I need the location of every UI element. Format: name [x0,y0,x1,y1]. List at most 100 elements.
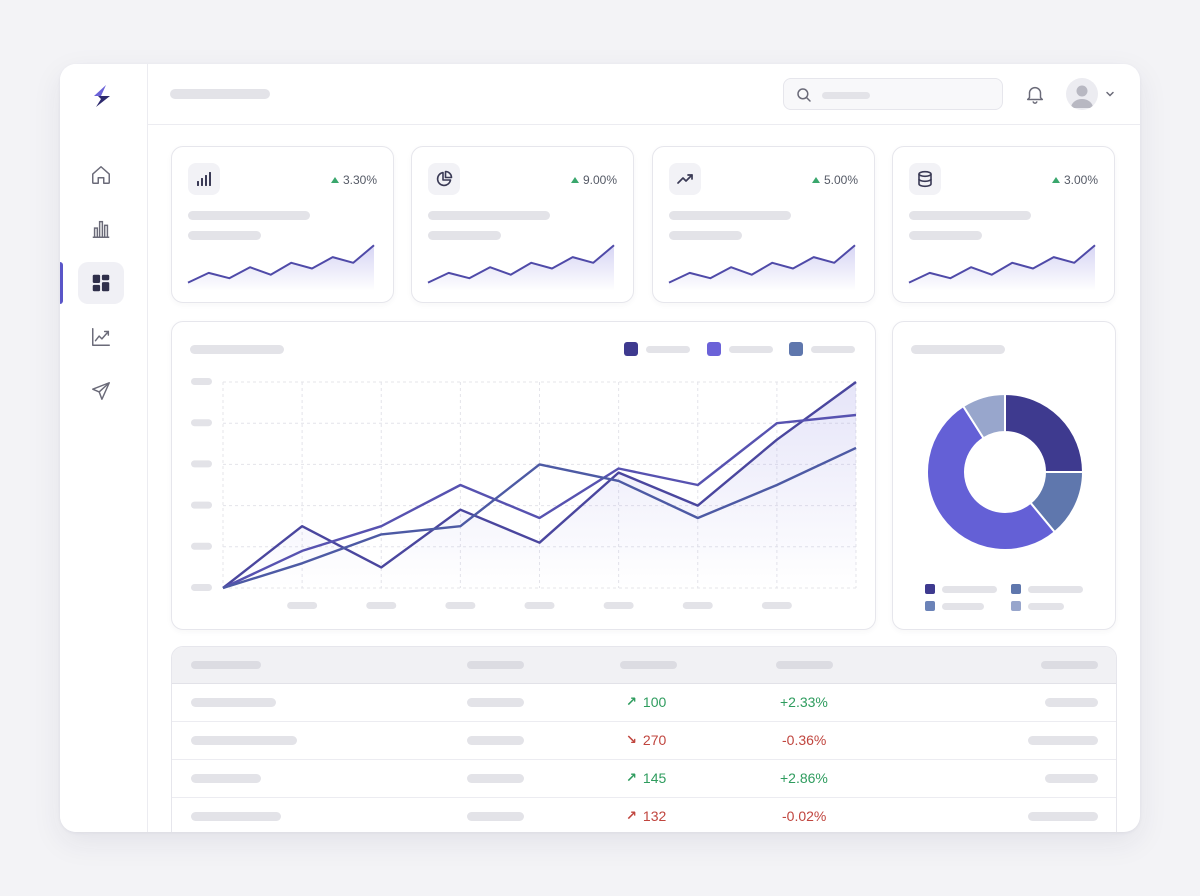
column-header-placeholder[interactable] [467,661,524,669]
row-value: ↗ 145 [626,770,666,786]
sidebar-item-send[interactable] [78,370,124,412]
series-line [222,446,857,590]
y-tick-placeholder [191,501,212,509]
column-header-placeholder[interactable] [620,661,677,669]
sidebar-item-dashboard[interactable] [78,262,124,304]
stat-card[interactable]: 5.00% [652,146,875,303]
legend-label-placeholder [729,345,773,353]
pie-chart-icon [436,170,453,187]
stat-icon-wrap [428,163,460,195]
home-icon [92,166,110,184]
legend-swatch [925,601,935,611]
stat-label-placeholder [669,211,791,220]
cell-placeholder [1045,774,1098,783]
cell-placeholder [467,812,524,821]
table-row[interactable]: ↘ 270 -0.36% [172,722,1116,760]
sparkline-area [909,245,1095,291]
row-value: ↘ 270 [626,732,666,748]
cell-placeholder [191,736,297,745]
x-tick-placeholder [524,602,555,609]
sidebar-item-trends[interactable] [78,316,124,358]
chevron-down-icon[interactable] [1104,88,1116,100]
x-tick-placeholder [682,602,713,609]
sidebar-item-home[interactable] [78,154,124,196]
row-value: ↗ 132 [626,808,666,824]
sparkline [908,244,1096,291]
y-tick-placeholder [191,460,212,468]
stat-sublabel-placeholder [188,231,261,240]
cell-placeholder [467,774,524,783]
trending-up-icon [677,174,693,184]
donut-legend-item [925,584,997,594]
stat-change: 3.00% [1051,173,1098,187]
column-header-placeholder[interactable] [1041,661,1098,669]
series-line [222,413,857,590]
search-input[interactable] [820,84,990,104]
logo-icon[interactable] [88,82,116,110]
donut-slice [1004,392,1085,473]
stat-change-value: 5.00% [823,173,858,187]
stat-label-placeholder [188,211,310,220]
stat-change: 3.30% [330,173,377,187]
chart-legend-item[interactable] [624,342,690,356]
stat-card[interactable]: 3.30% [171,146,394,303]
x-tick-placeholder [287,602,318,609]
stat-card[interactable]: 9.00% [411,146,634,303]
sparkline-line [908,244,1096,284]
legend-label-placeholder [942,585,997,593]
page-title-placeholder [170,89,270,99]
up-arrow-icon [1051,177,1060,183]
stat-label-placeholder [909,211,1031,220]
y-tick-placeholder [191,419,212,427]
top-header [148,64,1140,125]
arrow-up-right-icon: ↗ [626,808,637,823]
row-value-text: 145 [642,770,667,786]
signal-bars-icon [197,172,211,186]
series-line [222,381,857,589]
stat-card[interactable]: 3.00% [892,146,1115,303]
stat-sublabel-placeholder [428,231,501,240]
stat-change-value: 9.00% [582,173,617,187]
dashboard-window: 3.30% 9.00% 5.00% [60,64,1140,832]
stat-icon-wrap [669,163,701,195]
y-tick-placeholder [191,584,212,591]
stat-change-value: 3.30% [342,173,377,187]
table-header [172,647,1116,684]
column-header-placeholder[interactable] [776,661,833,669]
stat-sublabel-placeholder [669,231,742,240]
donut-slice [926,404,1057,551]
sparkline [427,244,615,291]
bar-chart-icon [92,220,110,238]
table-row[interactable]: ↗ 100 +2.33% [172,684,1116,722]
y-tick-placeholder [191,542,212,550]
active-nav-indicator [60,262,63,304]
bell-icon[interactable] [1024,83,1046,105]
sparkline-area [669,245,855,291]
column-header-placeholder[interactable] [191,661,261,669]
legend-label-placeholder [1028,602,1064,610]
row-value-text: 132 [642,808,667,824]
table-row[interactable]: ↗ 132 -0.02% [172,798,1116,832]
avatar[interactable] [1066,78,1098,110]
sidebar-item-analytics[interactable] [78,208,124,250]
series-area [223,382,856,588]
table-row[interactable]: ↗ 145 +2.86% [172,760,1116,798]
arrow-up-right-icon: ↗ [626,770,637,785]
sparkline-area [188,245,374,291]
data-table: ↗ 100 +2.33% ↘ 270 -0.36% ↗ 145 +2.86% [171,646,1117,832]
row-change: +2.33% [780,694,828,710]
cell-placeholder [191,774,261,783]
row-change: -0.02% [782,808,827,824]
line-chart-card [171,321,876,630]
chart-legend-item[interactable] [707,342,773,356]
sparkline-area [428,245,614,291]
cell-placeholder [1045,698,1098,707]
x-tick-placeholder [603,602,634,609]
donut-legend-item [1011,584,1083,594]
up-arrow-icon [330,177,339,183]
stat-icon-wrap [909,163,941,195]
sparkline [187,244,375,291]
legend-swatch [789,342,803,356]
chart-legend-item[interactable] [789,342,855,356]
search-box[interactable] [783,78,1003,110]
